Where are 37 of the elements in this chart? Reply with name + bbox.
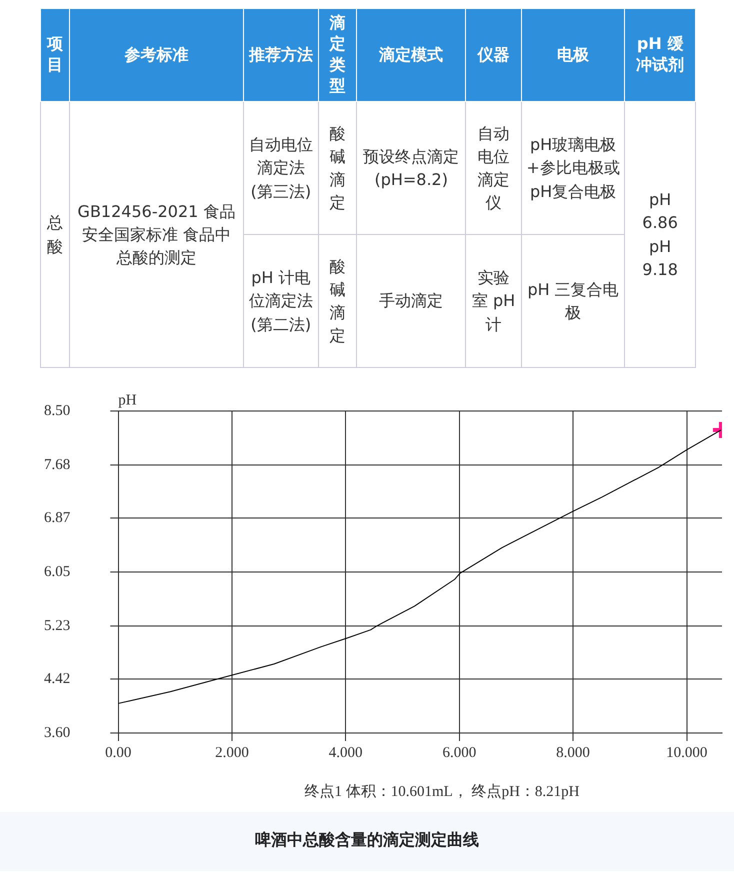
text: 手动滴定 bbox=[379, 291, 444, 310]
text: 实验室 pH 计 bbox=[472, 268, 516, 334]
category-label: 滴定类型 bbox=[318, 8, 357, 102]
category-label: pH 缓冲试剂 bbox=[624, 8, 696, 102]
x-tick-label: 2.000 bbox=[215, 744, 249, 761]
y-tick-label: 3.60 bbox=[44, 724, 70, 741]
text: 自动电位滴定仪 bbox=[478, 124, 510, 212]
category-label: 推荐方法 bbox=[243, 8, 319, 102]
x-tick-label: 10.000 bbox=[666, 744, 708, 761]
text: pH玻璃电极+参比电极或pH复合电极 bbox=[526, 135, 620, 201]
category-label: 仪器 bbox=[466, 8, 522, 102]
y-tick-label: 8.50 bbox=[44, 402, 70, 419]
y-axis-title: pH bbox=[118, 392, 137, 408]
text: 预设终点滴定(pH=8.2) bbox=[363, 146, 460, 189]
category-label: 参考标准 bbox=[70, 8, 244, 102]
text: 总酸 bbox=[47, 213, 64, 256]
text: GB12456-2021 食品安全国家标准 食品中总酸的测定 bbox=[78, 202, 236, 268]
text: pH 6.86 pH 9.18 bbox=[642, 190, 678, 279]
x-tick-label: 0.00 bbox=[105, 744, 132, 761]
y-tick-label: 6.05 bbox=[44, 564, 70, 580]
y-tick-label: 5.23 bbox=[44, 618, 70, 634]
text: pH 计电位滴定法(第二法) bbox=[248, 268, 313, 334]
category-label: 项目 bbox=[40, 8, 70, 102]
text: 啤酒中总酸含量的滴定测定曲线 bbox=[0, 812, 734, 871]
text: 自动电位滴定法(第三法) bbox=[248, 135, 313, 201]
y-tick-label: 7.68 bbox=[44, 456, 70, 473]
y-tick-label: 6.87 bbox=[44, 510, 71, 526]
text: 终点1 体积：10.601mL， 终点pH：8.21pH bbox=[304, 782, 580, 802]
text: 酸碱滴定 bbox=[330, 256, 346, 346]
category-label: 滴定模式 bbox=[356, 8, 466, 102]
x-tick-label: 8.000 bbox=[556, 744, 590, 761]
x-tick-label: 4.000 bbox=[328, 744, 363, 761]
category-label: 电极 bbox=[521, 8, 625, 102]
x-tick-label: 6.000 bbox=[442, 744, 476, 761]
text: 酸碱滴定 bbox=[330, 124, 346, 212]
y-tick-label: 4.42 bbox=[44, 671, 70, 688]
text: pH 三复合电极 bbox=[527, 280, 619, 322]
